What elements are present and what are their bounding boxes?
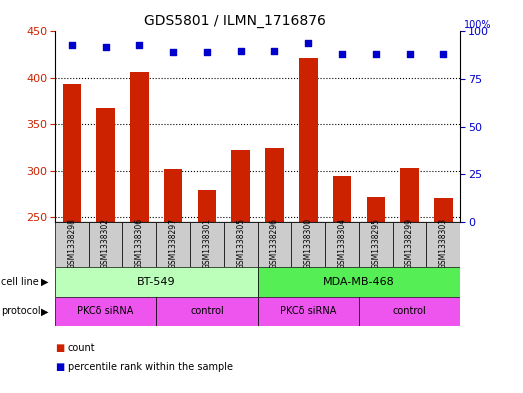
Bar xyxy=(257,222,291,267)
Bar xyxy=(426,222,460,267)
Text: MDA-MB-468: MDA-MB-468 xyxy=(323,277,395,287)
Bar xyxy=(265,148,284,222)
Bar xyxy=(96,108,115,222)
Bar xyxy=(299,59,317,222)
Text: BT-549: BT-549 xyxy=(137,277,176,287)
Text: GSM1338305: GSM1338305 xyxy=(236,218,245,269)
Point xyxy=(67,42,76,48)
Bar xyxy=(359,297,460,326)
Bar xyxy=(63,84,81,222)
Bar xyxy=(257,297,359,326)
Text: ▶: ▶ xyxy=(41,307,48,316)
Text: control: control xyxy=(393,307,426,316)
Bar xyxy=(190,222,224,267)
Bar xyxy=(393,222,426,267)
Point xyxy=(101,44,110,50)
Bar xyxy=(55,267,257,297)
Text: ■: ■ xyxy=(55,362,64,373)
Bar xyxy=(231,149,250,222)
Text: GSM1338303: GSM1338303 xyxy=(439,218,448,269)
Point xyxy=(338,51,346,57)
Text: control: control xyxy=(190,307,224,316)
Point xyxy=(270,47,279,53)
Bar xyxy=(55,297,156,326)
Point xyxy=(405,51,414,57)
Point xyxy=(439,51,448,57)
Bar xyxy=(89,222,122,267)
Bar xyxy=(359,222,393,267)
Text: GSM1338299: GSM1338299 xyxy=(405,218,414,269)
Text: PKCδ siRNA: PKCδ siRNA xyxy=(280,307,336,316)
Point xyxy=(135,42,143,48)
Bar xyxy=(434,198,452,222)
Text: count: count xyxy=(68,343,96,353)
Bar xyxy=(400,168,419,222)
Text: percentile rank within the sample: percentile rank within the sample xyxy=(68,362,233,373)
Point xyxy=(169,49,177,55)
Point xyxy=(372,51,380,57)
Bar xyxy=(164,169,183,222)
Text: GSM1338295: GSM1338295 xyxy=(371,218,380,269)
Point xyxy=(203,49,211,55)
Text: 100%: 100% xyxy=(464,20,492,31)
Text: cell line: cell line xyxy=(1,277,39,287)
Text: protocol: protocol xyxy=(1,307,41,316)
Bar xyxy=(333,176,351,222)
Bar xyxy=(291,222,325,267)
Text: ■: ■ xyxy=(55,343,64,353)
Bar xyxy=(224,222,257,267)
Text: GSM1338301: GSM1338301 xyxy=(202,218,211,269)
Text: GSM1338297: GSM1338297 xyxy=(168,218,178,269)
Text: GSM1338300: GSM1338300 xyxy=(304,218,313,269)
Bar xyxy=(325,222,359,267)
Text: GSM1338306: GSM1338306 xyxy=(135,218,144,269)
Bar xyxy=(55,222,89,267)
Text: GSM1338296: GSM1338296 xyxy=(270,218,279,269)
Text: GSM1338302: GSM1338302 xyxy=(101,218,110,269)
Bar xyxy=(198,191,216,222)
Bar xyxy=(122,222,156,267)
Point xyxy=(304,40,312,46)
Bar xyxy=(257,267,460,297)
Bar xyxy=(156,222,190,267)
Text: ▶: ▶ xyxy=(41,277,48,287)
Point xyxy=(236,47,245,53)
Text: GDS5801 / ILMN_1716876: GDS5801 / ILMN_1716876 xyxy=(144,14,326,28)
Text: GSM1338304: GSM1338304 xyxy=(337,218,347,269)
Bar xyxy=(367,197,385,222)
Text: GSM1338298: GSM1338298 xyxy=(67,218,76,269)
Text: PKCδ siRNA: PKCδ siRNA xyxy=(77,307,134,316)
Bar xyxy=(130,72,149,222)
Bar xyxy=(156,297,257,326)
